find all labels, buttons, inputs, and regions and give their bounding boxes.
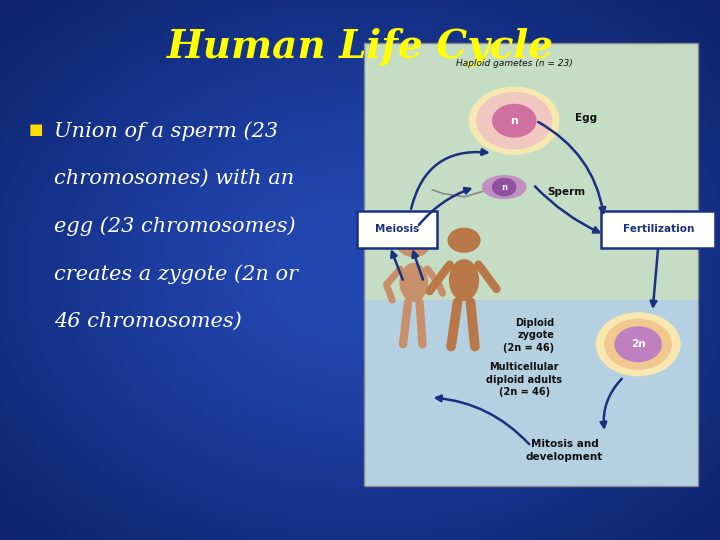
Text: 2n: 2n [631, 339, 645, 349]
Circle shape [596, 313, 680, 376]
Circle shape [398, 233, 430, 256]
FancyBboxPatch shape [364, 300, 698, 486]
Text: Sperm: Sperm [548, 186, 586, 197]
Text: Mitosis and
development: Mitosis and development [526, 440, 603, 462]
FancyArrowPatch shape [539, 122, 606, 213]
FancyArrowPatch shape [600, 379, 622, 427]
Text: Haploid gametes (n = 23): Haploid gametes (n = 23) [456, 59, 572, 68]
FancyArrowPatch shape [651, 249, 658, 306]
Text: 46 chromosomes): 46 chromosomes) [54, 312, 242, 330]
FancyArrowPatch shape [411, 149, 487, 209]
Text: Fertilization: Fertilization [623, 224, 694, 234]
Circle shape [605, 320, 671, 369]
Text: Multicellular
diploid adults
(2n = 46): Multicellular diploid adults (2n = 46) [486, 362, 562, 397]
Text: egg (23 chromosomes): egg (23 chromosomes) [54, 217, 296, 236]
Circle shape [492, 178, 516, 195]
Text: Meiosis: Meiosis [375, 224, 419, 234]
Ellipse shape [450, 260, 479, 300]
Text: Egg: Egg [575, 113, 597, 124]
FancyArrowPatch shape [391, 252, 402, 280]
Circle shape [477, 93, 552, 149]
FancyArrowPatch shape [419, 188, 470, 225]
Ellipse shape [482, 176, 526, 198]
Circle shape [492, 105, 536, 137]
FancyBboxPatch shape [364, 43, 698, 300]
Circle shape [449, 228, 480, 252]
FancyArrowPatch shape [535, 186, 599, 233]
Text: creates a zygote (2n or: creates a zygote (2n or [54, 264, 298, 284]
Text: n: n [510, 116, 518, 126]
Text: n: n [501, 183, 507, 192]
Circle shape [401, 233, 427, 252]
FancyBboxPatch shape [357, 211, 438, 247]
Text: Union of a sperm (23: Union of a sperm (23 [54, 122, 278, 141]
Circle shape [615, 327, 661, 362]
FancyArrowPatch shape [413, 252, 423, 280]
FancyBboxPatch shape [601, 211, 715, 247]
Text: chromosomes) with an: chromosomes) with an [54, 169, 294, 188]
Text: Human Life Cycle: Human Life Cycle [166, 27, 554, 65]
Text: ■: ■ [29, 122, 43, 137]
Circle shape [469, 87, 559, 154]
Ellipse shape [400, 264, 428, 301]
Text: Diploid
zygote
(2n = 46): Diploid zygote (2n = 46) [503, 318, 554, 353]
FancyArrowPatch shape [436, 396, 529, 444]
